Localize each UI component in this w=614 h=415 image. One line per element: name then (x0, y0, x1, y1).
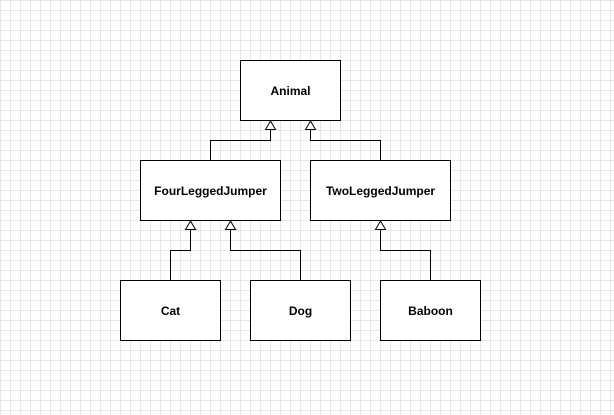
edge-dog-to-four-legged-jumper (230, 229, 301, 280)
edge-four-legged-jumper-to-animal (210, 129, 271, 160)
class-box-animal[interactable]: Animal (240, 60, 341, 121)
edge-two-legged-jumper-to-animal (310, 129, 381, 160)
generalization-arrow-icon (224, 220, 237, 230)
class-box-two-legged-jumper[interactable]: TwoLeggedJumper (310, 160, 451, 221)
class-box-cat[interactable]: Cat (120, 280, 221, 341)
class-name-baboon: Baboon (408, 303, 453, 318)
generalization-arrow-icon (304, 120, 317, 130)
class-box-dog[interactable]: Dog (250, 280, 351, 341)
class-name-four-legged-jumper: FourLeggedJumper (154, 183, 267, 198)
class-name-cat: Cat (160, 303, 181, 318)
class-name-two-legged-jumper: TwoLeggedJumper (325, 183, 436, 198)
generalization-arrow-icon (264, 120, 277, 130)
class-name-dog: Dog (288, 303, 313, 318)
edge-baboon-to-two-legged-jumper (380, 229, 431, 280)
generalization-arrow-icon (374, 220, 387, 230)
edge-cat-to-four-legged-jumper (170, 229, 191, 280)
class-name-animal: Animal (270, 83, 311, 98)
class-box-baboon[interactable]: Baboon (380, 280, 481, 341)
class-box-four-legged-jumper[interactable]: FourLeggedJumper (140, 160, 281, 221)
generalization-arrow-icon (184, 220, 197, 230)
